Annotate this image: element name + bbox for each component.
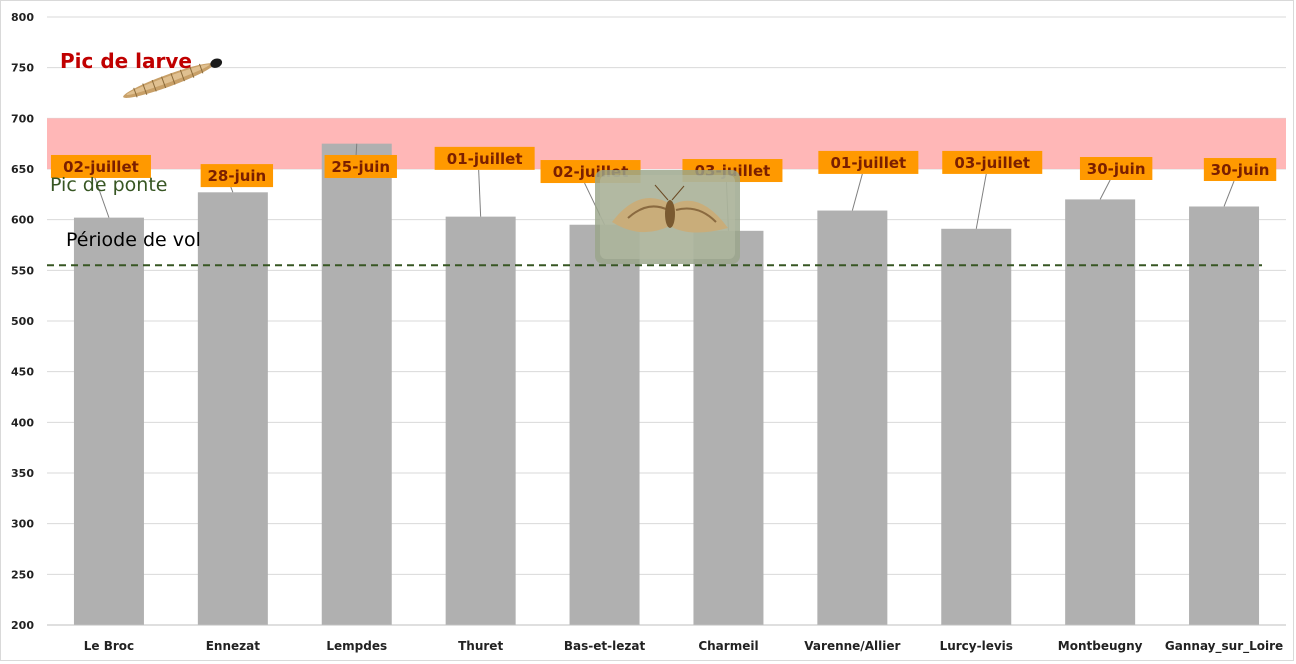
- data-label-bg: [818, 150, 919, 174]
- data-label: 01-juillet: [830, 154, 906, 172]
- y-tick-label: 500: [11, 315, 34, 328]
- x-tick-label: Lempdes: [326, 639, 387, 653]
- x-axis: Le Broc Ennezat Lempdes Thuret Bas-et-lezat C…: [47, 624, 1286, 654]
- data-label-bg: [434, 146, 535, 170]
- y-tick-label: 350: [11, 467, 34, 480]
- y-tick-label: 550: [11, 264, 34, 277]
- annotation-larva-peak: Pic de larve: [60, 49, 192, 73]
- bar: [321, 143, 392, 625]
- y-tick-label: 450: [11, 366, 34, 379]
- label-leader: [1223, 180, 1235, 207]
- x-tick-label: Bas-et-lezat: [564, 639, 646, 653]
- label-leader: [478, 169, 482, 217]
- label-leader: [94, 177, 110, 218]
- x-tick-label: Ennezat: [206, 639, 261, 653]
- data-label-bg: [200, 164, 274, 188]
- y-tick-label: 600: [11, 214, 34, 227]
- data-label: 28-juin: [207, 167, 266, 185]
- data-label-bg: [1203, 158, 1277, 182]
- bar: [941, 228, 1012, 625]
- bar: [569, 224, 640, 625]
- bar: [1189, 206, 1260, 625]
- y-tick-label: 700: [11, 112, 34, 125]
- data-label: 01-juillet: [447, 150, 523, 168]
- y-tick-label: 750: [11, 62, 34, 75]
- data-label: 03-juillet: [954, 154, 1030, 172]
- data-label: 30-juin: [1211, 161, 1270, 179]
- larva-icon: [123, 58, 223, 98]
- x-tick-label: Varenne/Allier: [804, 639, 900, 653]
- x-tick-label: Lurcy-levis: [940, 639, 1013, 653]
- label-leader: [1099, 179, 1111, 200]
- bar: [817, 210, 888, 625]
- bar: [693, 230, 764, 625]
- larva-peak-band: [47, 118, 1286, 169]
- annotation-egg-laying-peak: Pic de ponte: [50, 174, 167, 196]
- data-label: 30-juin: [1087, 160, 1146, 178]
- data-label: 25-juin: [331, 158, 390, 176]
- x-tick-label: Le Broc: [84, 639, 134, 653]
- bar: [445, 216, 516, 626]
- y-tick-label: 400: [11, 416, 34, 429]
- x-tick-label: Thuret: [458, 639, 503, 653]
- data-label-bg: [1079, 157, 1153, 180]
- x-tick-label: Gannay_sur_Loire: [1165, 639, 1283, 654]
- data-label-bg: [324, 154, 397, 178]
- y-tick-label: 650: [11, 163, 34, 176]
- annotation-flight-period: Période de vol: [66, 229, 201, 251]
- data-label: 02-juillet: [63, 158, 139, 176]
- y-tick-label: 200: [11, 619, 34, 632]
- moth-icon: [595, 170, 740, 264]
- bar: [1065, 199, 1136, 625]
- bar: [197, 192, 268, 625]
- label-leader: [230, 186, 234, 193]
- data-label-bg: [50, 154, 151, 178]
- data-label-bg: [942, 150, 1043, 174]
- bars: [73, 143, 1260, 626]
- y-tick-label: 800: [11, 11, 34, 24]
- x-tick-label: Charmeil: [698, 639, 758, 653]
- label-leader: [851, 173, 863, 211]
- x-tick-label: Montbeugny: [1058, 639, 1143, 653]
- bar: [73, 217, 144, 625]
- y-tick-label: 250: [11, 568, 34, 581]
- label-leader: [975, 173, 987, 229]
- y-axis: 200 250 300 350 400 450 500 550 600 650 700 750 800: [11, 11, 34, 632]
- y-tick-label: 300: [11, 518, 34, 531]
